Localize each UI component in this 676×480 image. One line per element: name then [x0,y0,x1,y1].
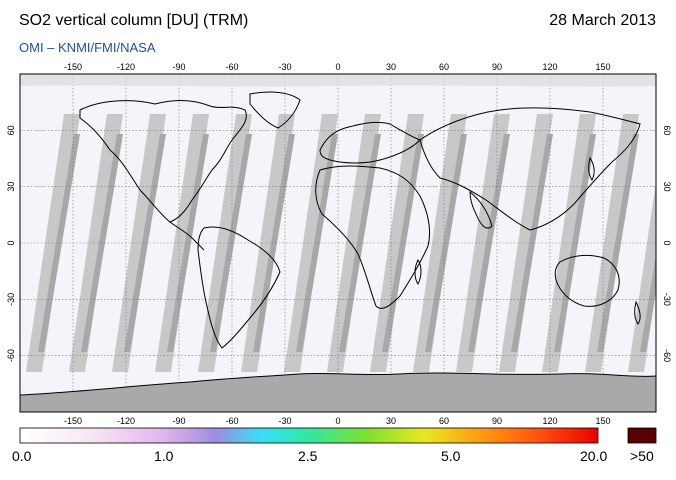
swath [198,114,252,372]
lat-tick-label-right: -30 [662,293,672,306]
date-label: 28 March 2013 [549,12,656,29]
lon-tick-label-bottom: 150 [595,416,610,426]
swath [26,114,80,372]
colorbar-over-box [627,427,657,444]
lon-tick-label-top: -90 [172,62,185,72]
swath [499,114,553,372]
australia-outline [554,254,620,307]
colorbar-label-0: 0.0 [12,448,32,464]
nz-outline [634,300,641,325]
lon-tick-label-top: -150 [64,62,82,72]
lon-tick-label-top: 60 [439,62,449,72]
lat-tick-label-left: -30 [6,293,16,306]
swath-overlap [296,134,338,352]
lat-tick-label-right: 30 [662,182,672,192]
axis-ticks: -150 -150 -120 -120 -90 -90 -60 -60 -30 -30 0 0 30 30… [6,62,672,426]
colorbar-label-5: >50 [630,448,654,464]
colorbar-label-2: 2.5 [298,448,318,464]
lat-tick-label-left: 30 [6,182,16,192]
colorbar-label-4: 20.0 [580,448,608,464]
arctic-no-data [20,74,656,87]
colorbar-label-3: 5.0 [441,448,461,464]
lon-tick-label-bottom: 120 [542,416,557,426]
madagascar-outline [414,259,422,285]
lat-tick-label-left: 60 [6,125,16,135]
lon-tick-label-top: 120 [542,62,557,72]
lon-tick-label-bottom: -120 [117,416,135,426]
lon-tick-label-top: 0 [335,62,340,72]
swath [327,114,381,372]
lon-tick-label-bottom: 90 [492,416,502,426]
central-america-outline [169,221,205,251]
swath [69,114,123,372]
lat-tick-label-right: 60 [662,125,672,135]
lon-tick-label-top: 150 [595,62,610,72]
map-area [20,74,656,412]
colorbar-label-1: 1.0 [154,448,174,464]
swath-overlap [81,134,123,352]
swath [241,114,295,372]
swath-overlap [554,134,596,352]
lat-tick-label-left: 0 [6,240,16,245]
swath [542,114,596,372]
asia-outline [419,107,641,231]
swath [370,114,424,372]
satellite-swaths [26,114,656,372]
lon-tick-label-top: -30 [278,62,291,72]
antarctica-outline [20,372,656,396]
north-america-outline [79,100,247,223]
colorbar [19,427,599,444]
lat-tick-label-right: 0 [662,240,672,245]
lon-tick-label-bottom: 60 [439,416,449,426]
map-frame [19,73,657,413]
swath-overlap [382,134,424,352]
lat-tick-label-right: -60 [662,349,672,362]
swath-overlap [253,134,295,352]
greenland-outline [249,91,301,129]
japan-outline [588,156,595,181]
lon-tick-label-top: 90 [492,62,502,72]
coastlines [20,91,656,396]
africa-outline [315,165,431,309]
lon-tick-label-bottom: -150 [64,416,82,426]
lon-tick-label-bottom: 30 [386,416,396,426]
swath-overlap [640,255,656,352]
lat-tick-label-left: -60 [6,349,16,362]
credit-label: OMI – KNMI/FMI/NASA [19,40,156,55]
lon-tick-label-top: -120 [117,62,135,72]
south-america-outline [197,226,281,349]
lon-tick-label-bottom: 0 [335,416,340,426]
lon-tick-label-bottom: -60 [225,416,238,426]
lon-tick-label-top: -60 [225,62,238,72]
swath-overlap [124,134,166,352]
chart-title: SO2 vertical column [DU] (TRM) [19,12,249,29]
lon-tick-label-bottom: -30 [278,416,291,426]
swath-overlap [597,134,639,352]
india-outline [469,190,493,229]
swath-overlap [425,134,467,352]
lon-tick-label-bottom: -90 [172,416,185,426]
lon-tick-label-top: 30 [386,62,396,72]
